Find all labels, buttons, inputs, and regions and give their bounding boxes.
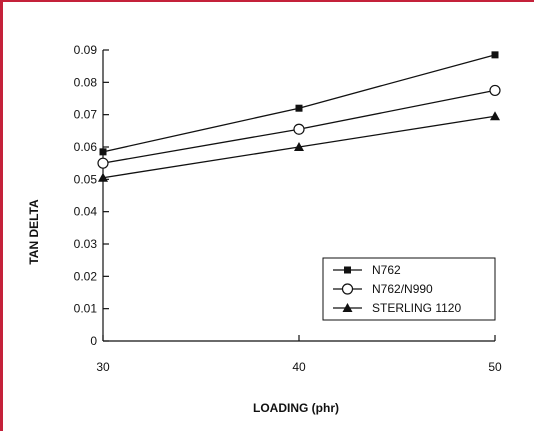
data-point xyxy=(97,157,109,169)
legend-marker xyxy=(341,283,354,295)
x-tick-label: 40 xyxy=(292,360,306,374)
y-tick-label: 0.01 xyxy=(74,302,98,316)
legend-label: N762/N990 xyxy=(372,282,433,296)
series-3 xyxy=(98,111,500,182)
legend-label: STERLING 1120 xyxy=(372,301,461,315)
legend-entry: STERLING 1120 xyxy=(333,301,461,315)
data-point xyxy=(293,123,305,135)
data-point xyxy=(489,84,501,97)
legend-marker xyxy=(342,303,353,312)
x-ticks: 30 40 50 xyxy=(96,335,502,374)
y-tick-label: 0.09 xyxy=(74,43,98,57)
series-line xyxy=(102,54,496,153)
legend-label: N762 xyxy=(372,263,401,277)
data-point xyxy=(491,51,499,59)
series-1 xyxy=(99,51,499,156)
legend-entry: N762/N990 xyxy=(333,282,433,296)
y-ticks: 0 0.01 0.02 0.03 0.04 0.05 0.06 0.07 0.08 0.09 xyxy=(74,43,109,348)
series-layer xyxy=(97,51,501,182)
legend-entry: N762 xyxy=(333,263,401,277)
x-tick-label: 50 xyxy=(488,360,502,374)
y-tick-label: 0.03 xyxy=(74,237,98,251)
data-point xyxy=(295,104,303,112)
legend: N762 N762/N990 STERLING 1120 xyxy=(322,257,496,321)
x-axis-title: LOADING (phr) xyxy=(253,401,339,415)
y-axis-title: TAN DELTA xyxy=(27,199,41,265)
y-tick-label: 0.07 xyxy=(74,108,98,122)
data-point xyxy=(98,172,108,182)
data-point xyxy=(490,111,500,121)
legend-marker xyxy=(344,266,351,274)
y-tick-label: 0.06 xyxy=(74,140,98,154)
data-point xyxy=(294,142,304,151)
x-tick-label: 30 xyxy=(96,360,110,374)
y-tick-label: 0.05 xyxy=(74,172,98,186)
y-tick-label: 0 xyxy=(90,334,97,348)
y-tick-label: 0.08 xyxy=(74,75,98,89)
y-tick-label: 0.04 xyxy=(74,205,98,219)
series-2 xyxy=(97,84,501,169)
data-point xyxy=(99,148,107,156)
y-tick-label: 0.02 xyxy=(74,269,98,283)
